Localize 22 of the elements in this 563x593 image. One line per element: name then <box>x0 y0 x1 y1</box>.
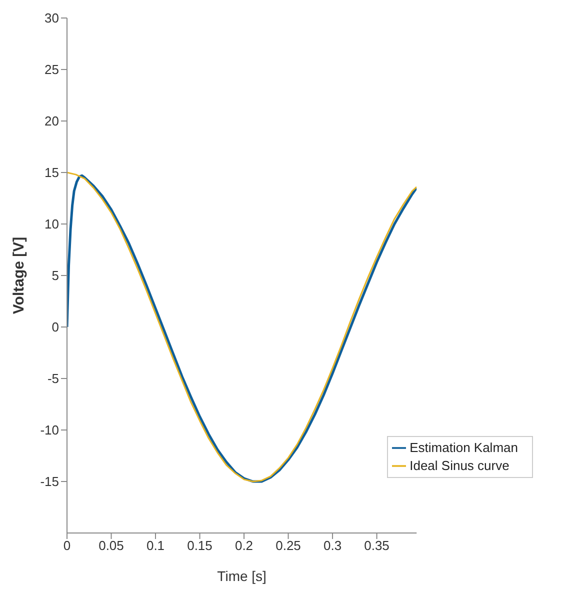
y-tick-label: 25 <box>44 62 59 78</box>
legend-label: Ideal Sinus curve <box>410 458 510 473</box>
x-tick-label: 0.35 <box>364 538 390 554</box>
y-tick-label: 30 <box>44 10 59 26</box>
y-axis-title: Voltage [V] <box>10 236 28 314</box>
y-tick-label: -5 <box>47 371 59 386</box>
y-tick-label: 0 <box>52 320 59 335</box>
y-tick-label: -10 <box>40 422 59 438</box>
x-tick-label: 0.25 <box>276 538 301 554</box>
x-tick-label: 0.3 <box>323 538 342 554</box>
y-tick-label: 5 <box>52 268 59 284</box>
x-tick-label: 0.1 <box>146 538 165 554</box>
y-tick-label: 20 <box>44 114 59 129</box>
x-tick-label: 0.2 <box>234 538 254 554</box>
x-tick-label: 0 <box>63 538 71 554</box>
x-axis-title: Time [s] <box>217 568 266 584</box>
legend-label: Estimation Kalman <box>410 440 518 455</box>
y-tick-label: 15 <box>44 165 59 180</box>
y-tick-label: 10 <box>44 216 59 232</box>
x-tick-label: 0.05 <box>98 538 124 554</box>
x-tick-label: 0.15 <box>187 538 212 554</box>
y-tick-label: -15 <box>40 474 59 490</box>
